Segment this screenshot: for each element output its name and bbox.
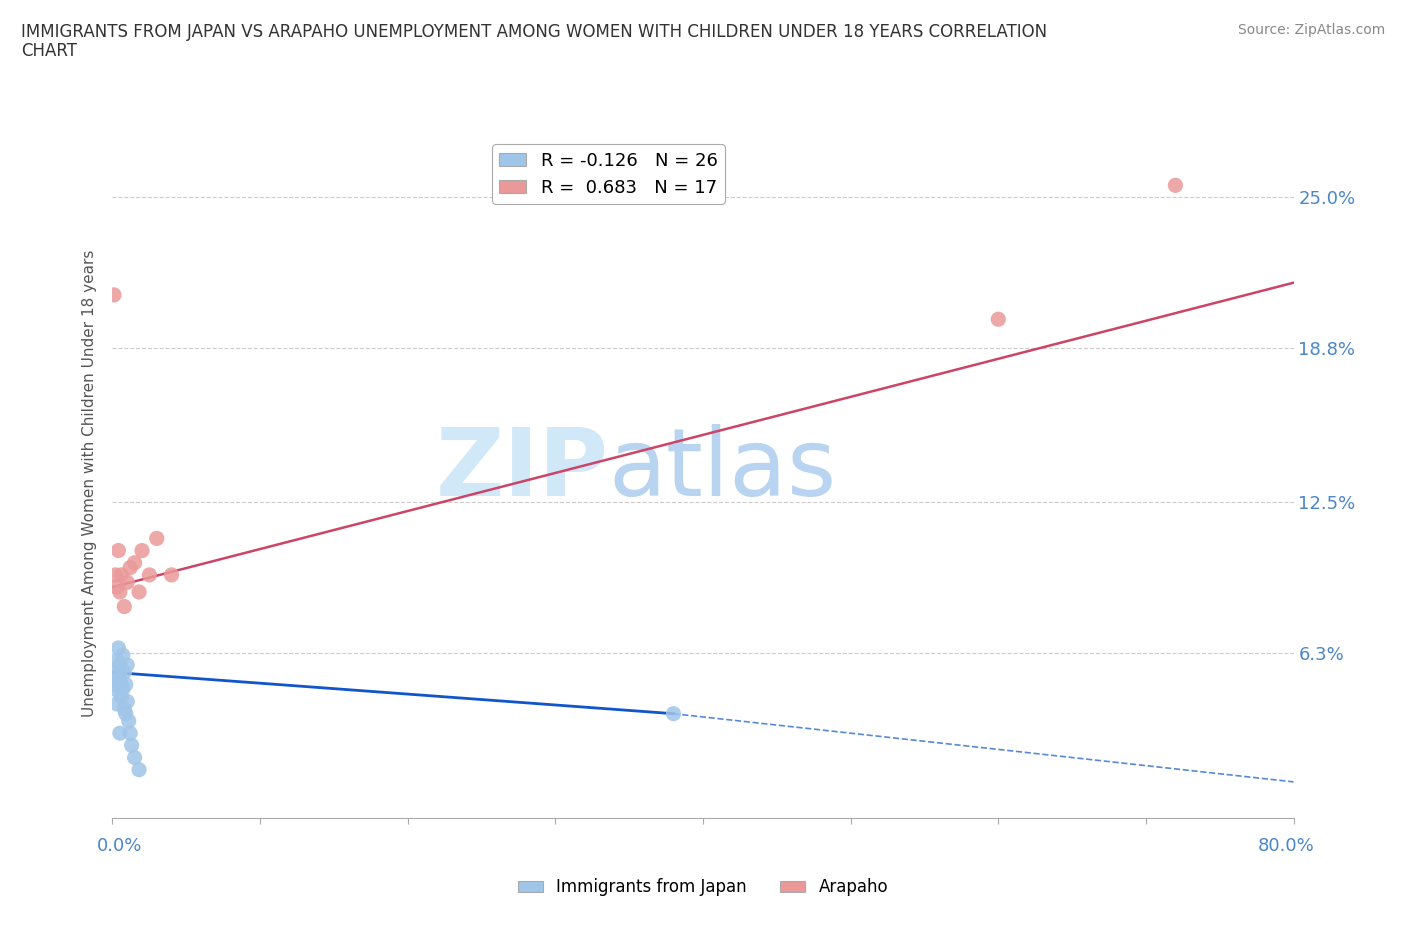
Point xyxy=(117,694,138,709)
Point xyxy=(121,737,143,752)
Point xyxy=(128,763,150,777)
Point xyxy=(111,648,134,663)
Point xyxy=(108,665,131,680)
Point xyxy=(108,658,131,672)
Point xyxy=(108,585,131,600)
Point xyxy=(112,701,135,716)
Text: CHART: CHART xyxy=(21,42,77,60)
Point xyxy=(124,751,146,765)
Point xyxy=(111,682,134,697)
Point xyxy=(124,555,146,570)
Point xyxy=(105,653,128,668)
Point xyxy=(107,543,129,558)
Text: 80.0%: 80.0% xyxy=(1258,837,1315,855)
Text: ZIP: ZIP xyxy=(436,424,609,516)
Point xyxy=(120,725,142,740)
Text: Source: ZipAtlas.com: Source: ZipAtlas.com xyxy=(1237,23,1385,37)
Point xyxy=(117,658,138,672)
Point xyxy=(1164,178,1187,193)
Point xyxy=(104,665,127,680)
Legend: Immigrants from Japan, Arapaho: Immigrants from Japan, Arapaho xyxy=(512,871,894,903)
Point xyxy=(104,567,127,582)
Point xyxy=(114,677,136,692)
Point xyxy=(117,575,138,590)
Point xyxy=(104,682,127,697)
Point xyxy=(107,641,129,656)
Point xyxy=(128,585,150,600)
Point xyxy=(105,579,128,594)
Point xyxy=(120,560,142,575)
Legend: R = -0.126   N = 26, R =  0.683   N = 17: R = -0.126 N = 26, R = 0.683 N = 17 xyxy=(492,144,725,204)
Point xyxy=(108,725,131,740)
Point xyxy=(112,665,135,680)
Point xyxy=(105,697,128,711)
Point xyxy=(103,287,125,302)
Point xyxy=(103,677,125,692)
Point xyxy=(131,543,153,558)
Point xyxy=(118,713,141,728)
Point xyxy=(110,689,132,704)
Point xyxy=(160,567,183,582)
Point xyxy=(138,567,160,582)
Point xyxy=(987,312,1010,326)
Point xyxy=(107,672,129,687)
Point xyxy=(114,706,136,721)
Point xyxy=(662,706,685,721)
Text: atlas: atlas xyxy=(609,424,837,516)
Point xyxy=(110,567,132,582)
Point xyxy=(110,677,132,692)
Text: 0.0%: 0.0% xyxy=(97,837,142,855)
Point xyxy=(112,599,135,614)
Point xyxy=(146,531,169,546)
Text: IMMIGRANTS FROM JAPAN VS ARAPAHO UNEMPLOYMENT AMONG WOMEN WITH CHILDREN UNDER 18: IMMIGRANTS FROM JAPAN VS ARAPAHO UNEMPLO… xyxy=(21,23,1047,41)
Y-axis label: Unemployment Among Women with Children Under 18 years: Unemployment Among Women with Children U… xyxy=(82,250,97,717)
